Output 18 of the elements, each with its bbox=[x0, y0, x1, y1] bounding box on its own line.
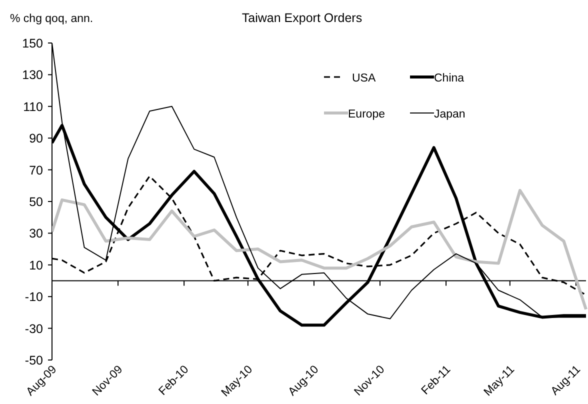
y-axis-title: % chg qoq, ann. bbox=[10, 13, 94, 25]
legend-label: Japan bbox=[434, 108, 466, 120]
chart-title: Taiwan Export Orders bbox=[242, 11, 362, 25]
legend-label: Europe bbox=[348, 108, 386, 120]
y-tick-label: 130 bbox=[22, 68, 44, 82]
y-tick-label: -10 bbox=[24, 290, 44, 304]
legend-label: USA bbox=[352, 72, 376, 84]
y-tick-label: -30 bbox=[24, 322, 44, 336]
y-tick-label: 150 bbox=[22, 36, 44, 50]
line-series bbox=[52, 188, 588, 311]
y-tick-label: 110 bbox=[23, 100, 44, 114]
y-tick-label: 10 bbox=[29, 258, 44, 272]
y-tick-label: 90 bbox=[29, 132, 44, 146]
y-tick-label: 70 bbox=[29, 163, 44, 178]
legend-label: China bbox=[434, 72, 465, 84]
y-tick-label: 30 bbox=[29, 226, 44, 241]
y-tick-label: -50 bbox=[24, 354, 44, 368]
y-tick-label: 50 bbox=[29, 195, 44, 209]
